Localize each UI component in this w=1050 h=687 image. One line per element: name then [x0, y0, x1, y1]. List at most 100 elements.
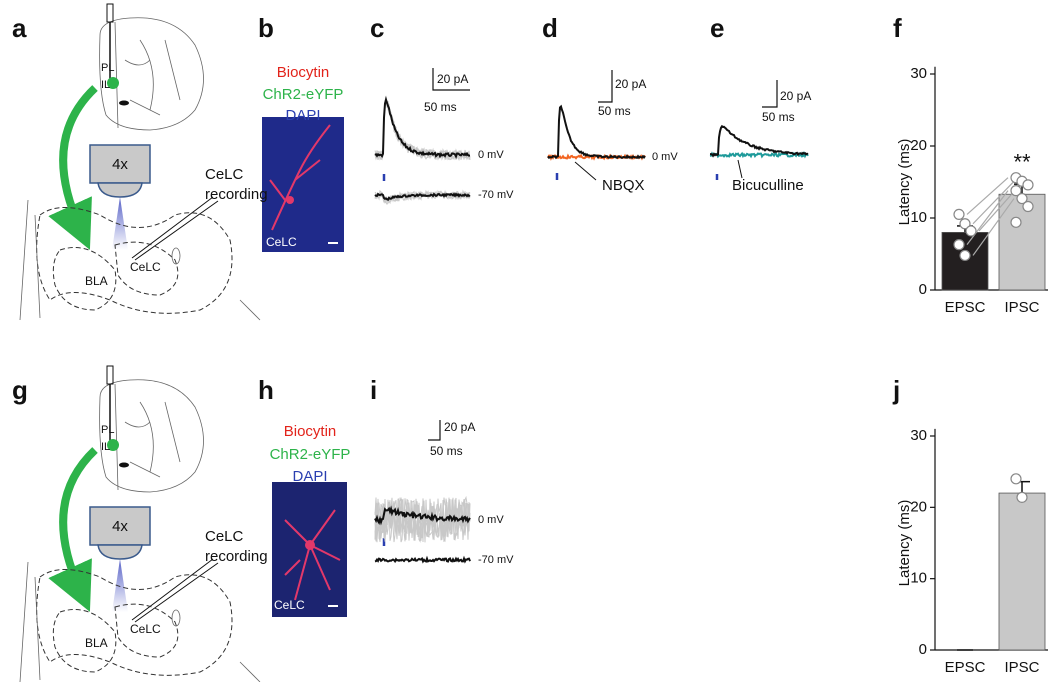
pointer	[737, 159, 743, 179]
objective-label: 4x	[112, 156, 128, 173]
scale-label: 50 ms	[598, 104, 631, 118]
trace	[374, 505, 471, 526]
region-label: PL	[101, 62, 114, 74]
scale-label: 50 ms	[762, 110, 795, 124]
scale-label: 20 pA	[437, 72, 468, 86]
panel-label: c	[370, 13, 384, 43]
panel-label: j	[892, 375, 900, 405]
region-label: CeLC	[274, 598, 305, 612]
soma	[286, 196, 294, 204]
y-tick-label: 10	[910, 209, 927, 226]
data-point	[953, 208, 965, 220]
area-label: CeLC	[130, 260, 161, 274]
recording-label: CeLC	[205, 166, 244, 183]
bar	[941, 231, 989, 291]
scale-label: 50 ms	[430, 444, 463, 458]
pair-line	[972, 180, 1015, 225]
holding-label: 0 mV	[652, 151, 678, 163]
panel-label: g	[12, 375, 28, 405]
y-tick-label: 30	[910, 65, 927, 82]
trace	[547, 104, 646, 160]
panel-label: h	[258, 375, 274, 405]
traces	[374, 95, 809, 564]
data-point	[1010, 216, 1022, 228]
recording-label: recording	[205, 548, 268, 565]
data-point	[1022, 200, 1034, 213]
scale-bar	[428, 420, 441, 441]
soma	[305, 540, 315, 550]
panel-label: a	[12, 13, 27, 43]
data-point	[1010, 185, 1022, 197]
region-label: IL	[101, 79, 110, 91]
stain-label: DAPI	[285, 107, 320, 124]
holding-label: -70 mV	[478, 554, 514, 566]
data-point	[1016, 192, 1028, 205]
region-label: IL	[101, 441, 110, 453]
panel-label: f	[893, 13, 902, 43]
significance: **	[1013, 149, 1031, 174]
holding-label: 0 mV	[478, 514, 504, 526]
y-tick-label: 20	[910, 498, 927, 515]
data-point	[1010, 473, 1022, 485]
bar	[998, 193, 1046, 291]
scale-label: 20 pA	[615, 77, 646, 91]
pair-line	[972, 198, 1015, 256]
region-label: PL	[101, 424, 114, 436]
bar	[998, 492, 1046, 651]
scale-label: 20 pA	[444, 420, 475, 434]
panel-label: i	[370, 375, 377, 405]
trace	[374, 96, 470, 160]
y-axis-label: Latency (ms)	[896, 139, 913, 226]
stain-label: DAPI	[292, 468, 327, 485]
neuron	[269, 124, 331, 231]
holding-label: -70 mV	[478, 189, 514, 201]
panel-label: d	[542, 13, 558, 43]
trace	[374, 555, 471, 564]
confocal-image	[262, 117, 344, 252]
data-point	[1016, 491, 1028, 503]
stain-label: ChR2-eYFP	[270, 446, 351, 463]
data-point	[959, 218, 971, 230]
holding-label: 0 mV	[478, 149, 504, 161]
trace	[709, 150, 809, 159]
data-point	[953, 239, 965, 251]
area-label: CeLC	[130, 622, 161, 636]
data-point	[959, 249, 971, 262]
x-tick-label: EPSC	[945, 299, 986, 316]
data-point	[965, 225, 977, 237]
y-axis-label: Latency (ms)	[896, 500, 913, 587]
stain-label: Biocytin	[277, 64, 330, 81]
x-tick-label: IPSC	[1004, 659, 1039, 676]
scale-bar	[432, 68, 470, 91]
scale-bar	[762, 80, 778, 108]
y-tick-label: 0	[919, 281, 927, 298]
stain-label: Biocytin	[284, 423, 337, 440]
trace	[710, 124, 809, 158]
recording-label: CeLC	[205, 528, 244, 545]
trace	[374, 192, 471, 201]
neuron	[284, 509, 341, 601]
panel-label: e	[710, 13, 724, 43]
drug-label: NBQX	[602, 177, 645, 194]
region-label: CeLC	[266, 235, 297, 249]
data-point	[1022, 179, 1034, 191]
objective-label: 4x	[112, 518, 128, 535]
stain-label: ChR2-eYFP	[263, 86, 344, 103]
x-tick-label: EPSC	[945, 659, 986, 676]
drug-label: Bicuculline	[732, 177, 804, 194]
scale-label: 50 ms	[424, 100, 457, 114]
panel-label: b	[258, 13, 274, 43]
y-tick-label: 0	[919, 641, 927, 658]
scale-bar	[598, 70, 613, 103]
x-tick-label: IPSC	[1004, 299, 1039, 316]
pair-line	[966, 177, 1009, 215]
trace	[374, 495, 471, 542]
area-label: BLA	[85, 636, 108, 650]
y-tick-label: 10	[910, 570, 927, 587]
area-label: BLA	[85, 274, 108, 288]
slice-diagram	[19, 3, 261, 321]
y-tick-label: 20	[910, 137, 927, 154]
scale-label: 20 pA	[780, 89, 811, 103]
recording-label: recording	[205, 186, 268, 203]
